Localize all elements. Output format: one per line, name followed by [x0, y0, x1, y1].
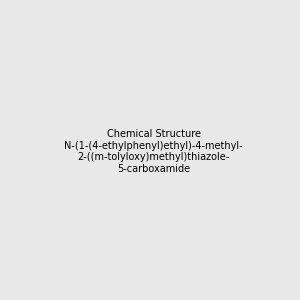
Text: Chemical Structure
N-(1-(4-ethylphenyl)ethyl)-4-methyl-
2-((m-tolyloxy)methyl)th: Chemical Structure N-(1-(4-ethylphenyl)e… — [64, 129, 243, 174]
